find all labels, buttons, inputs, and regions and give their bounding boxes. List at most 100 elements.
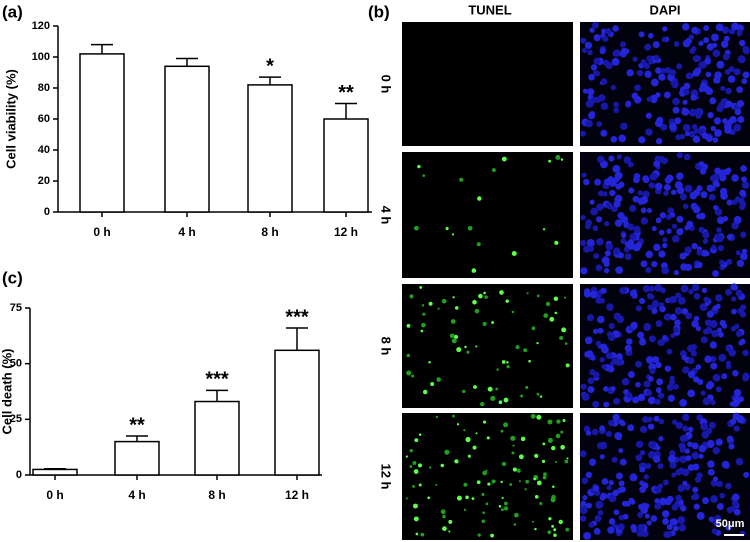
nucleus <box>598 94 606 102</box>
tunel-spot <box>553 528 557 532</box>
nucleus <box>589 27 595 33</box>
nucleus <box>583 290 591 298</box>
nucleus <box>682 366 690 374</box>
nucleus <box>612 164 621 173</box>
nucleus <box>614 431 623 440</box>
nucleus <box>581 505 588 511</box>
nucleus <box>719 187 728 196</box>
nucleus <box>653 243 661 252</box>
nucleus <box>693 292 701 300</box>
nucleus <box>702 238 709 244</box>
nucleus <box>702 397 711 406</box>
nucleus <box>712 270 719 278</box>
nucleus <box>722 118 728 124</box>
row-label: 8 h <box>379 337 394 356</box>
tunel-spot <box>530 413 536 419</box>
nucleus <box>696 472 703 479</box>
nucleus <box>679 434 688 443</box>
nucleus <box>700 336 708 344</box>
nucleus <box>709 97 717 105</box>
nucleus <box>658 229 665 236</box>
nucleus <box>645 356 654 364</box>
nucleus <box>582 494 588 501</box>
tunel-spot <box>471 497 475 501</box>
panel-label: (a) <box>2 2 23 21</box>
nucleus <box>711 528 718 534</box>
nucleus <box>682 413 690 422</box>
nucleus <box>675 172 684 181</box>
tunel-spot <box>463 482 468 487</box>
nucleus <box>636 69 644 77</box>
tunel-spot <box>436 377 441 382</box>
tunel-spot <box>442 526 447 532</box>
nucleus <box>645 267 652 274</box>
tunel-spot <box>490 533 495 538</box>
nucleus <box>705 71 712 78</box>
nucleus <box>610 386 616 392</box>
nucleus <box>603 401 610 408</box>
nucleus <box>627 370 635 378</box>
nucleus <box>682 480 688 486</box>
nucleus <box>618 480 625 487</box>
tunel-spot <box>548 159 552 163</box>
nucleus <box>691 320 699 328</box>
nucleus <box>687 441 693 448</box>
nucleus <box>580 37 587 44</box>
nucleus <box>688 130 696 138</box>
nucleus <box>698 61 706 69</box>
nucleus <box>611 456 618 463</box>
nucleus <box>671 223 677 229</box>
nucleus <box>642 416 649 423</box>
tunel-spot <box>542 228 546 231</box>
nucleus <box>717 244 724 252</box>
nucleus <box>716 480 723 488</box>
nucleus <box>684 246 692 254</box>
tunel-spot <box>543 313 549 318</box>
nucleus <box>635 360 642 368</box>
tunel-spot <box>526 292 529 295</box>
nucleus <box>611 356 620 365</box>
nucleus <box>619 41 627 48</box>
nucleus <box>682 203 689 210</box>
nucleus <box>608 480 614 486</box>
nucleus <box>599 357 605 363</box>
tunel-spot <box>482 321 487 327</box>
nucleus <box>626 69 634 77</box>
nucleus <box>741 176 747 183</box>
tunel-spot <box>430 382 435 386</box>
nucleus <box>674 307 683 315</box>
tunel-spot <box>406 353 411 358</box>
nucleus <box>691 283 700 292</box>
tunel-spot <box>553 296 559 301</box>
nucleus <box>718 353 727 362</box>
tunel-spot <box>511 451 515 455</box>
tunel-spot <box>523 348 528 353</box>
nucleus <box>713 117 722 125</box>
nucleus <box>621 500 628 507</box>
nucleus <box>637 523 645 532</box>
nucleus <box>676 63 683 70</box>
nucleus <box>721 460 730 469</box>
tunel-spot <box>564 296 567 299</box>
nucleus <box>726 199 733 206</box>
nucleus <box>733 215 742 224</box>
tunel-spot <box>560 158 564 161</box>
nucleus <box>638 31 645 38</box>
tunel-spot <box>476 480 481 485</box>
nucleus <box>674 117 682 125</box>
tunel-spot <box>547 419 553 425</box>
tunel-spot <box>520 394 524 398</box>
nucleus <box>602 35 609 42</box>
nucleus <box>620 122 628 130</box>
nucleus <box>693 189 701 197</box>
nucleus <box>633 225 641 233</box>
nucleus <box>680 505 687 512</box>
nucleus <box>613 247 621 255</box>
nucleus <box>659 212 667 219</box>
nucleus <box>583 531 592 540</box>
tunel-spot <box>501 156 507 162</box>
nucleus <box>615 266 623 274</box>
tunel-spot <box>504 501 508 506</box>
tunel-spot <box>560 430 564 434</box>
nucleus <box>739 189 747 197</box>
